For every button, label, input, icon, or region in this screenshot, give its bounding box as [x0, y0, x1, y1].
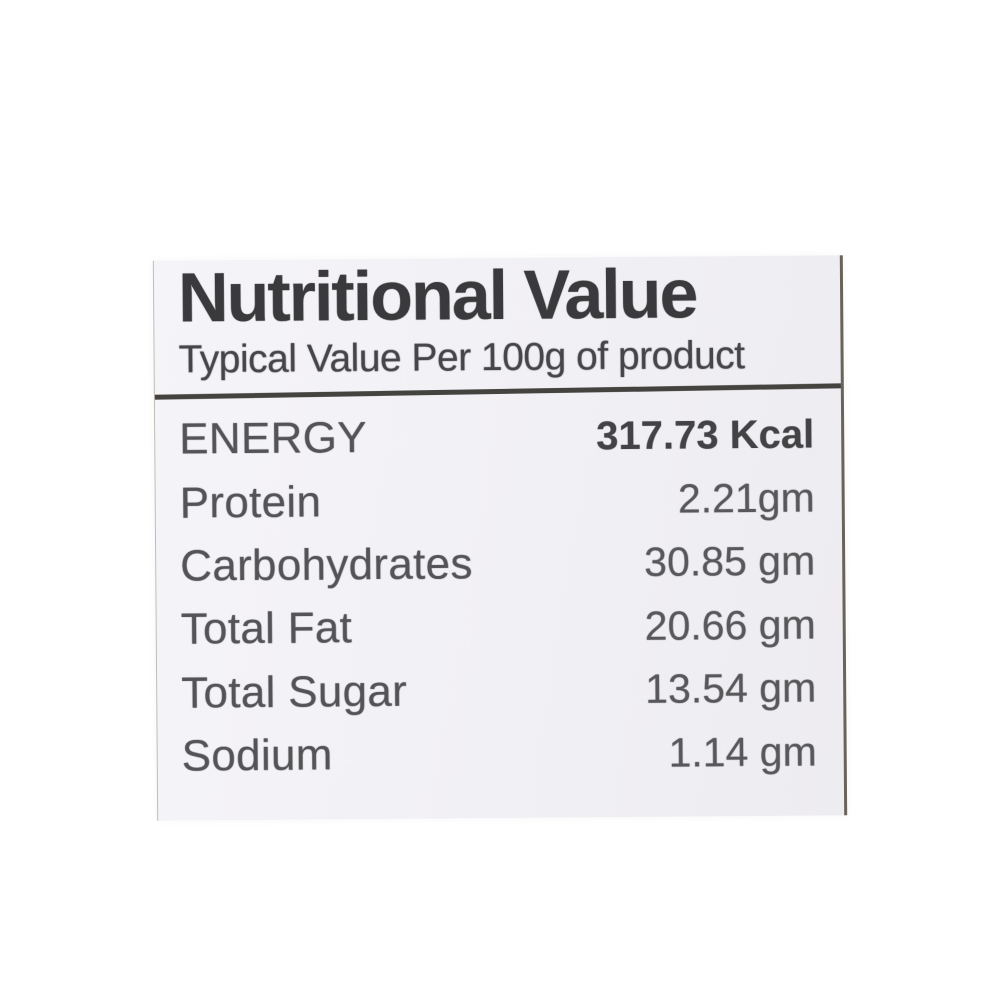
nutrient-name: Sodium — [181, 730, 333, 781]
nutrient-name: Protein — [179, 476, 322, 528]
nutrient-row-sodium: Sodium 1.14 gm — [181, 720, 817, 788]
nutrient-row-carbohydrates: Carbohydrates 30.85 gm — [180, 530, 815, 598]
nutrient-value: 317.73 Kcal — [596, 412, 815, 458]
nutrient-name: Carbohydrates — [180, 539, 473, 591]
nutrient-row-energy: ENERGY 317.73 Kcal — [179, 403, 814, 471]
nutrient-name: Total Sugar — [181, 666, 408, 718]
nutrition-label: Nutritional Value Typical Value Per 100g… — [152, 254, 848, 821]
nutrient-table: ENERGY 317.73 Kcal Protein 2.21gm Carboh… — [155, 391, 844, 789]
nutrient-name: Total Fat — [180, 603, 353, 654]
label-header: Nutritional Value Typical Value Per 100g… — [154, 254, 841, 382]
nutrient-value: 2.21gm — [677, 474, 815, 522]
nutrient-value: 13.54 gm — [645, 664, 817, 713]
nutrient-name: ENERGY — [179, 413, 368, 464]
nutrient-value: 20.66 gm — [644, 601, 816, 649]
label-title: Nutritional Value — [177, 254, 697, 337]
nutrient-row-protein: Protein 2.21gm — [179, 466, 815, 534]
nutrient-row-total-sugar: Total Sugar 13.54 gm — [181, 657, 816, 725]
label-subtitle: Typical Value Per 100g of product — [178, 333, 745, 382]
nutrient-row-total-fat: Total Fat 20.66 gm — [180, 593, 816, 661]
nutrient-value: 30.85 gm — [644, 537, 816, 586]
nutrient-value: 1.14 gm — [668, 728, 817, 776]
